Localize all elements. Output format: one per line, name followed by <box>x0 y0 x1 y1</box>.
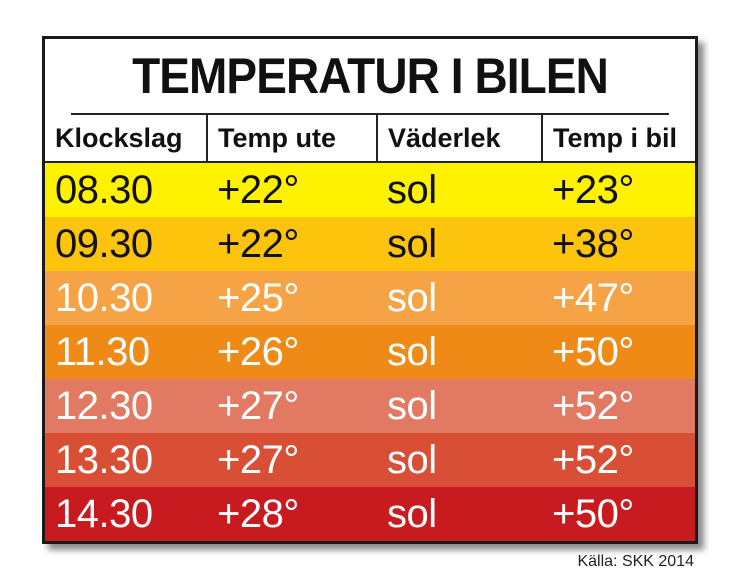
table-row: 09.30 +22° sol +38° <box>45 217 695 271</box>
cell-temp-i-bil: +52° <box>552 437 634 482</box>
cell-vaderlek: sol <box>387 383 437 428</box>
table-title: TEMPERATUR I BILEN <box>71 39 669 115</box>
cell-vaderlek: sol <box>387 167 437 212</box>
table-row: 08.30 +22° sol +23° <box>45 162 695 217</box>
table-body: 08.30 +22° sol +23° 09.30 +22° sol +38° 10.30 +25… <box>45 162 695 541</box>
cell-vaderlek: sol <box>387 437 437 482</box>
table-row: 13.30 +27° sol +52° <box>45 433 695 487</box>
cell-time: 08.30 <box>55 167 153 212</box>
cell-vaderlek: sol <box>387 275 437 320</box>
temperature-table-card: TEMPERATUR I BILEN Klockslag Temp ute Vä… <box>42 36 698 544</box>
cell-temp-ute: +26° <box>217 329 299 374</box>
cell-temp-i-bil: +52° <box>552 383 634 428</box>
cell-temp-ute: +22° <box>217 221 299 266</box>
cell-time: 10.30 <box>55 275 153 320</box>
cell-time: 12.30 <box>55 383 153 428</box>
cell-vaderlek: sol <box>387 221 437 266</box>
source-note: Källa: SKK 2014 <box>577 553 694 570</box>
column-header-klockslag: Klockslag <box>45 115 208 163</box>
temperature-table: Klockslag Temp ute Väderlek Temp i bil 0… <box>45 115 695 541</box>
cell-temp-ute: +25° <box>217 275 299 320</box>
cell-temp-ute: +27° <box>217 437 299 482</box>
cell-temp-ute: +27° <box>217 383 299 428</box>
column-header-temp-ute: Temp ute <box>207 115 378 163</box>
cell-time: 13.30 <box>55 437 153 482</box>
cell-vaderlek: sol <box>387 329 437 374</box>
cell-temp-i-bil: +23° <box>552 167 634 212</box>
cell-temp-i-bil: +38° <box>552 221 634 266</box>
cell-time: 11.30 <box>55 329 150 374</box>
cell-temp-ute: +28° <box>217 491 299 536</box>
table-row: 12.30 +27° sol +52° <box>45 379 695 433</box>
column-header-temp-i-bil: Temp i bil <box>542 115 695 163</box>
cell-temp-i-bil: +50° <box>552 491 634 536</box>
table-row: 14.30 +28° sol +50° <box>45 487 695 541</box>
cell-time: 14.30 <box>55 491 153 536</box>
cell-temp-i-bil: +47° <box>552 275 634 320</box>
cell-temp-ute: +22° <box>217 167 299 212</box>
header-row: Klockslag Temp ute Väderlek Temp i bil <box>45 115 695 163</box>
cell-temp-i-bil: +50° <box>552 329 634 374</box>
table-row: 11.30 +26° sol +50° <box>45 325 695 379</box>
table-row: 10.30 +25° sol +47° <box>45 271 695 325</box>
column-header-vaderlek: Väderlek <box>377 115 543 163</box>
cell-time: 09.30 <box>55 221 153 266</box>
cell-vaderlek: sol <box>387 491 437 536</box>
